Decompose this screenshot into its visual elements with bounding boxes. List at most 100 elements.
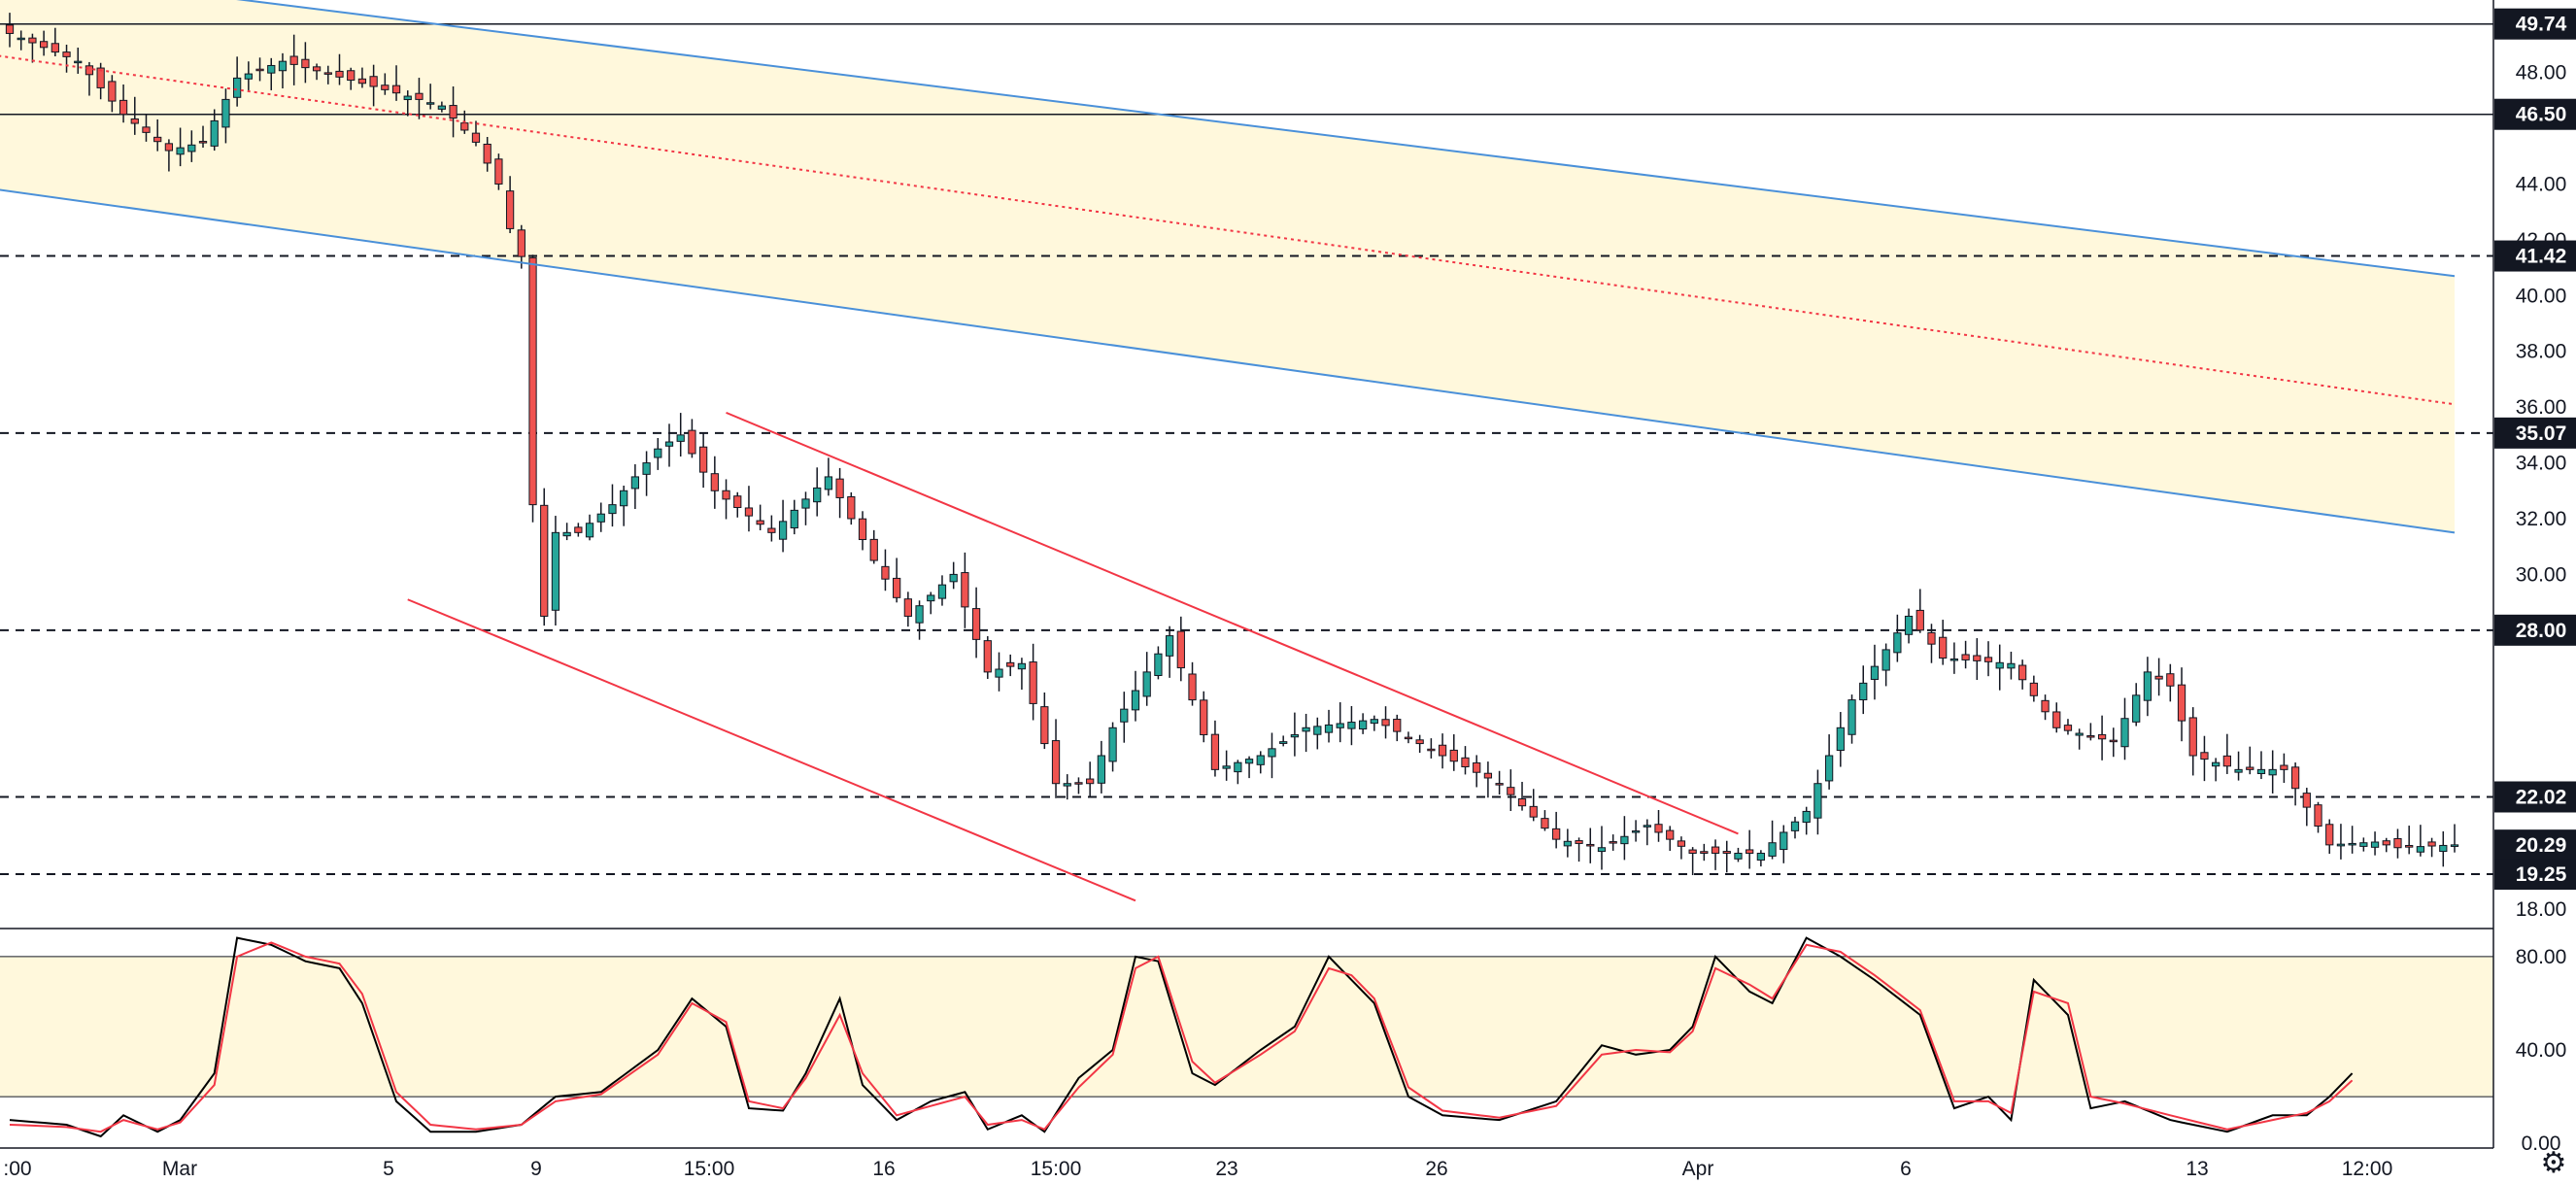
candle-body: [1700, 851, 1709, 854]
candle-body: [1609, 841, 1617, 844]
candle: [1006, 654, 1015, 677]
candle-body: [642, 462, 651, 475]
candle-body: [949, 573, 958, 583]
price-pane[interactable]: [0, 0, 2493, 902]
candle-body: [323, 72, 332, 75]
candle: [937, 575, 947, 606]
candle: [187, 130, 196, 162]
time-tick-label: 26: [1425, 1158, 1447, 1180]
candle-body: [301, 58, 310, 69]
candle: [1074, 777, 1083, 794]
wedge-lower: [407, 598, 1136, 902]
candle: [698, 433, 708, 489]
candle-body: [2154, 675, 2163, 680]
candle-body: [733, 495, 742, 508]
candle: [267, 57, 276, 90]
candle: [881, 549, 890, 592]
candle-body: [1347, 722, 1356, 729]
candle: [869, 529, 878, 564]
candle-body: [1973, 655, 1982, 661]
candle: [1381, 706, 1390, 739]
candle: [17, 30, 25, 51]
candle-body: [1654, 824, 1663, 833]
candle: [119, 84, 128, 123]
candle-body: [1268, 748, 1276, 758]
candle: [1643, 819, 1651, 846]
candle: [108, 75, 117, 113]
candle-body: [778, 521, 788, 540]
candle: [630, 464, 640, 510]
candle: [1120, 692, 1129, 743]
candle-body: [835, 478, 844, 498]
price-tag-label: 41.42: [2516, 246, 2567, 268]
candle-body: [1381, 719, 1390, 727]
candle: [1620, 816, 1629, 861]
candle-body: [1517, 797, 1527, 807]
candle: [949, 561, 958, 590]
candle: [1756, 850, 1766, 867]
time-tick-label: 23: [1215, 1158, 1237, 1180]
candle: [1279, 735, 1288, 747]
candle-body: [744, 507, 754, 517]
candle: [2268, 750, 2277, 794]
candle-body: [790, 509, 798, 529]
candle-body: [1620, 835, 1629, 845]
candle-body: [2075, 732, 2084, 736]
candle-body: [664, 441, 674, 447]
candle-body: [1120, 708, 1129, 723]
candle: [1017, 658, 1027, 691]
candle: [1370, 715, 1378, 731]
gear-icon[interactable]: ⚙: [2540, 1146, 2567, 1179]
candle-body: [2018, 664, 2027, 681]
candle-body: [176, 147, 185, 155]
candle-body: [801, 498, 810, 509]
stochastic-pane[interactable]: [0, 928, 2493, 1138]
candle-body: [381, 84, 390, 90]
candle-body: [210, 119, 219, 147]
candle: [1824, 734, 1834, 790]
candle: [494, 153, 503, 190]
candle-body: [255, 68, 264, 72]
candle-body: [96, 67, 105, 88]
candle-body: [1290, 733, 1300, 738]
candle-body: [2086, 735, 2095, 738]
candle-body: [1904, 615, 1914, 635]
candle-body: [1370, 719, 1378, 725]
candle: [391, 65, 401, 101]
candle-body: [813, 487, 822, 503]
candle-body: [2212, 761, 2220, 767]
candle-body: [164, 143, 174, 152]
price-tag-box: [2494, 781, 2576, 813]
candle: [312, 63, 322, 81]
candle-body: [847, 495, 856, 520]
candle: [1881, 643, 1890, 687]
price-tag-box: [2494, 98, 2576, 130]
candle-body: [574, 526, 583, 533]
candle-body: [585, 523, 594, 538]
candle-body: [2302, 793, 2311, 808]
candle-body: [1813, 783, 1822, 819]
candle-body: [2052, 711, 2061, 728]
time-axis[interactable]: :00 Mar 5 9 15:00 16 15:00 23 26 Apr 6 13 12:00: [0, 1147, 2493, 1180]
time-tick-label: Mar: [162, 1158, 197, 1180]
candle-body: [2166, 673, 2175, 687]
channel-lower: [0, 188, 2456, 534]
candle: [2063, 719, 2073, 735]
candle: [2246, 746, 2254, 775]
price-axis[interactable]: 18.0030.0032.0034.0036.0038.0040.0042.00…: [2492, 0, 2576, 1155]
candle-body: [2439, 844, 2448, 853]
candle: [2200, 735, 2209, 782]
candle-body: [688, 429, 696, 455]
candle-body: [1256, 755, 1265, 765]
candle-body: [494, 158, 503, 185]
stoch-k-line: [9, 936, 2354, 1138]
candle: [1995, 644, 2004, 691]
candle: [528, 254, 537, 523]
time-tick-label: :00: [3, 1158, 31, 1180]
candle: [2370, 831, 2380, 856]
candle: [221, 88, 230, 144]
candle: [642, 451, 651, 496]
candle: [744, 486, 754, 532]
candle-body: [1210, 733, 1220, 770]
